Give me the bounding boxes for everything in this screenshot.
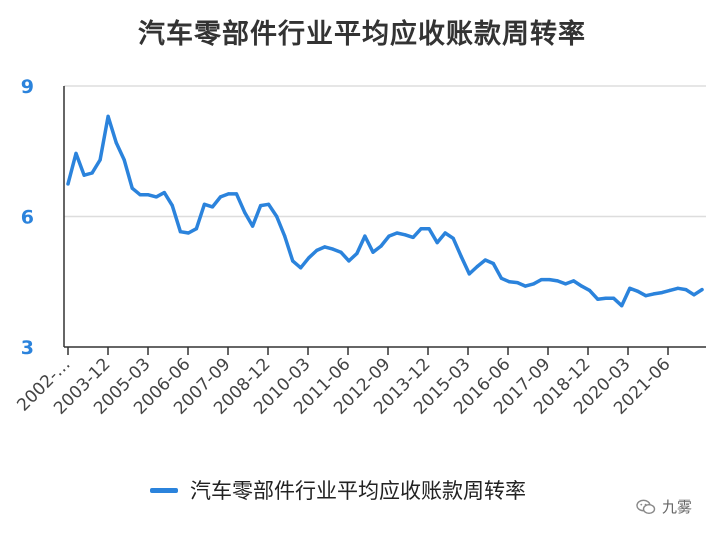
data-point (162, 191, 166, 195)
data-point (596, 297, 600, 301)
data-point (82, 173, 86, 177)
data-point (668, 288, 672, 292)
watermark: 九雾 (636, 496, 692, 517)
data-point (588, 288, 592, 292)
data-point (403, 233, 407, 237)
y-tick-labels: 3 6 9 (21, 76, 34, 359)
data-point (459, 254, 463, 259)
y-tick-label: 3 (21, 337, 34, 359)
data-point (146, 193, 150, 197)
data-point (122, 158, 126, 162)
data-point (555, 279, 560, 283)
data-point (379, 244, 383, 248)
y-tick-label: 6 (21, 207, 34, 229)
data-point (194, 227, 198, 231)
data-point (692, 293, 696, 297)
data-point (234, 192, 239, 196)
data-point (644, 294, 648, 298)
data-point (66, 182, 70, 186)
data-point (620, 304, 624, 308)
data-point (684, 288, 688, 292)
data-point (443, 231, 447, 235)
data-point (347, 259, 351, 263)
data-point (539, 278, 544, 282)
data-point (371, 250, 375, 254)
data-point (267, 202, 271, 206)
x-tick-labels: 2002-…2003-122005-032006-062007-092008-1… (13, 354, 674, 418)
data-point (74, 151, 78, 155)
wechat-icon (636, 499, 656, 514)
data-point (636, 289, 640, 293)
data-point (700, 288, 704, 292)
data-point (259, 204, 263, 208)
data-point (154, 195, 158, 199)
data-point (419, 227, 423, 231)
data-point (483, 258, 487, 262)
data-point (98, 158, 102, 162)
data-point (363, 234, 367, 238)
data-point (523, 284, 528, 288)
legend-swatch (150, 487, 178, 493)
data-point (515, 281, 520, 285)
data-point (170, 204, 174, 208)
data-point (210, 205, 215, 209)
data-point (90, 171, 94, 175)
data-point (323, 245, 327, 249)
data-point (387, 234, 391, 238)
legend-label: 汽车零部件行业平均应收账款周转率 (190, 479, 526, 503)
data-point (531, 282, 536, 286)
data-point (499, 276, 503, 280)
watermark-text: 九雾 (662, 498, 693, 516)
data-point (652, 292, 656, 296)
data-point (660, 291, 664, 295)
data-point (435, 241, 439, 245)
y-tick-label: 9 (21, 76, 34, 98)
data-point (564, 282, 568, 286)
data-point (202, 202, 206, 206)
data-point (451, 236, 455, 240)
data-point (114, 141, 118, 145)
chart-title: 汽车零部件行业平均应收账款周转率 (138, 19, 586, 50)
data-point (218, 195, 223, 199)
legend: 汽车零部件行业平均应收账款周转率 (150, 474, 526, 506)
data-point (291, 259, 295, 263)
data-point (395, 231, 399, 235)
data-point (580, 284, 584, 288)
data-point (307, 256, 311, 260)
series-layer (66, 114, 704, 308)
data-point (507, 280, 511, 284)
data-point (628, 286, 632, 290)
data-point (355, 251, 359, 256)
data-point (411, 235, 415, 239)
data-point (186, 231, 190, 235)
data-point (475, 264, 479, 269)
data-point (612, 296, 616, 300)
data-point (283, 234, 287, 238)
data-point (491, 261, 495, 266)
data-point (547, 278, 552, 282)
data-point (339, 250, 343, 254)
data-point (178, 230, 182, 234)
data-point (251, 224, 255, 228)
data-point (604, 296, 608, 300)
data-point (226, 192, 231, 196)
data-point (106, 114, 110, 118)
series-line (66, 114, 704, 308)
gridlines (64, 85, 706, 218)
data-point (130, 186, 134, 190)
data-point (299, 266, 303, 270)
data-point (243, 210, 247, 214)
data-point (467, 272, 471, 276)
data-point (275, 214, 279, 219)
data-point (676, 286, 680, 290)
axes (63, 86, 706, 355)
data-point (138, 193, 142, 197)
data-point (427, 227, 431, 231)
data-point (331, 247, 335, 251)
data-point (315, 248, 319, 252)
data-point (572, 279, 576, 283)
